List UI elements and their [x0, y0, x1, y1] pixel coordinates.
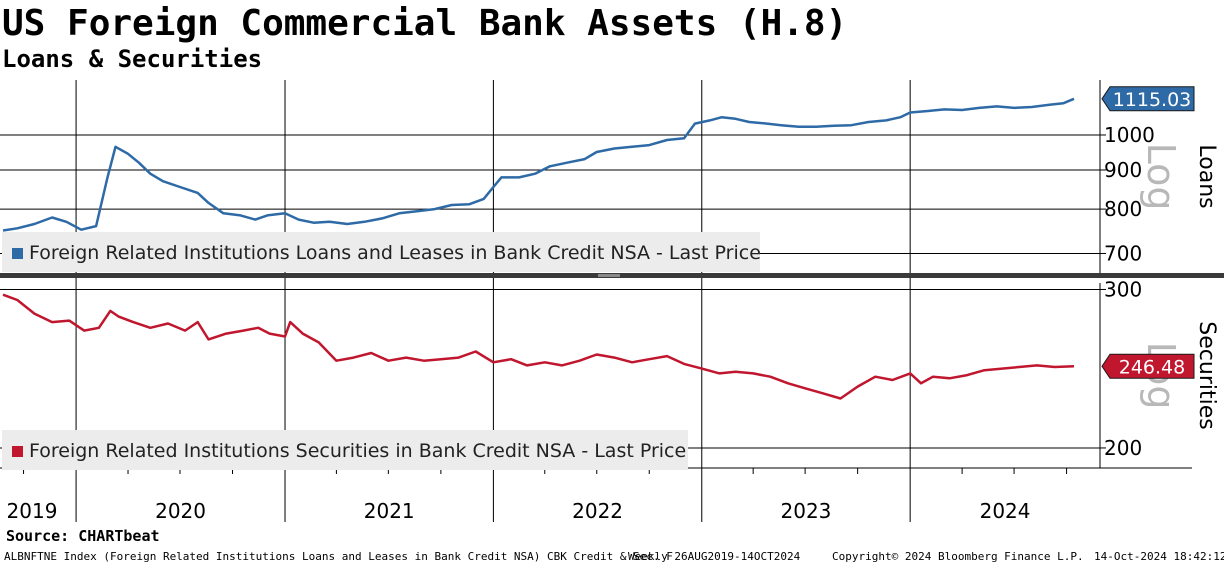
loans-log-scale-label: Log [1139, 143, 1183, 211]
footer-index-description: ALBNFTNE Index (Foreign Related Institut… [4, 550, 673, 563]
securities-legend-box [2, 430, 688, 470]
loans-legend-swatch [12, 248, 23, 259]
securities-last-value-text: 246.48 [1119, 356, 1185, 378]
loans-ytick-label-900: 900 [1104, 158, 1142, 182]
x-tick-label-2021: 2021 [364, 499, 415, 523]
securities-legend-swatch [12, 446, 23, 457]
loans-legend-box [2, 232, 760, 272]
x-tick-label-2020: 2020 [155, 499, 206, 523]
footer-copyright: Copyright© 2024 Bloomberg Finance L.P. [832, 550, 1084, 563]
loans-ytick-label-800: 800 [1104, 197, 1142, 221]
footer-timestamp: 14-Oct-2024 18:42:12 [1094, 550, 1224, 563]
x-tick-label-2019: 2019 [7, 499, 58, 523]
loans-series-line [2, 97, 1075, 232]
securities-panel-label: Securities [1194, 321, 1219, 429]
panel-separator-grip [598, 274, 620, 277]
chart-subtitle: Loans & Securities [2, 45, 263, 73]
x-tick-label-2024: 2024 [980, 499, 1031, 523]
chart-overlays: Log Loans 1115.03 Foreign Related Instituti… [0, 86, 1224, 470]
securities-ytick-label-200: 200 [1104, 436, 1142, 460]
loans-panel-label: Loans [1194, 144, 1219, 208]
grid-lines: 2019 2020 2021 2022 2023 2024 700 800 900 1000 200… [0, 80, 1192, 523]
loans-last-value-text: 1115.03 [1113, 89, 1192, 111]
loans-last-value-tag [1101, 86, 1195, 112]
loans-ytick-label-700: 700 [1104, 241, 1142, 265]
x-tick-label-2023: 2023 [781, 499, 832, 523]
securities-last-value-tag [1101, 353, 1195, 379]
plot-lines [2, 97, 1075, 400]
securities-series-line [2, 293, 1075, 400]
loans-ytick-label-1000: 1000 [1104, 123, 1155, 147]
x-tick-label-2022: 2022 [572, 499, 623, 523]
chart-title: US Foreign Commercial Bank Assets (H.8) [2, 3, 848, 44]
source-note: Source: CHARTbeat [6, 527, 160, 545]
footer-date-range: Weekly 26AUG2019-14OCT2024 [628, 550, 801, 563]
securities-ytick-label-300: 300 [1104, 277, 1142, 301]
loans-legend-text: Foreign Related Institutions Loans and L… [29, 242, 761, 264]
securities-legend-text: Foreign Related Institutions Securities … [29, 440, 686, 462]
